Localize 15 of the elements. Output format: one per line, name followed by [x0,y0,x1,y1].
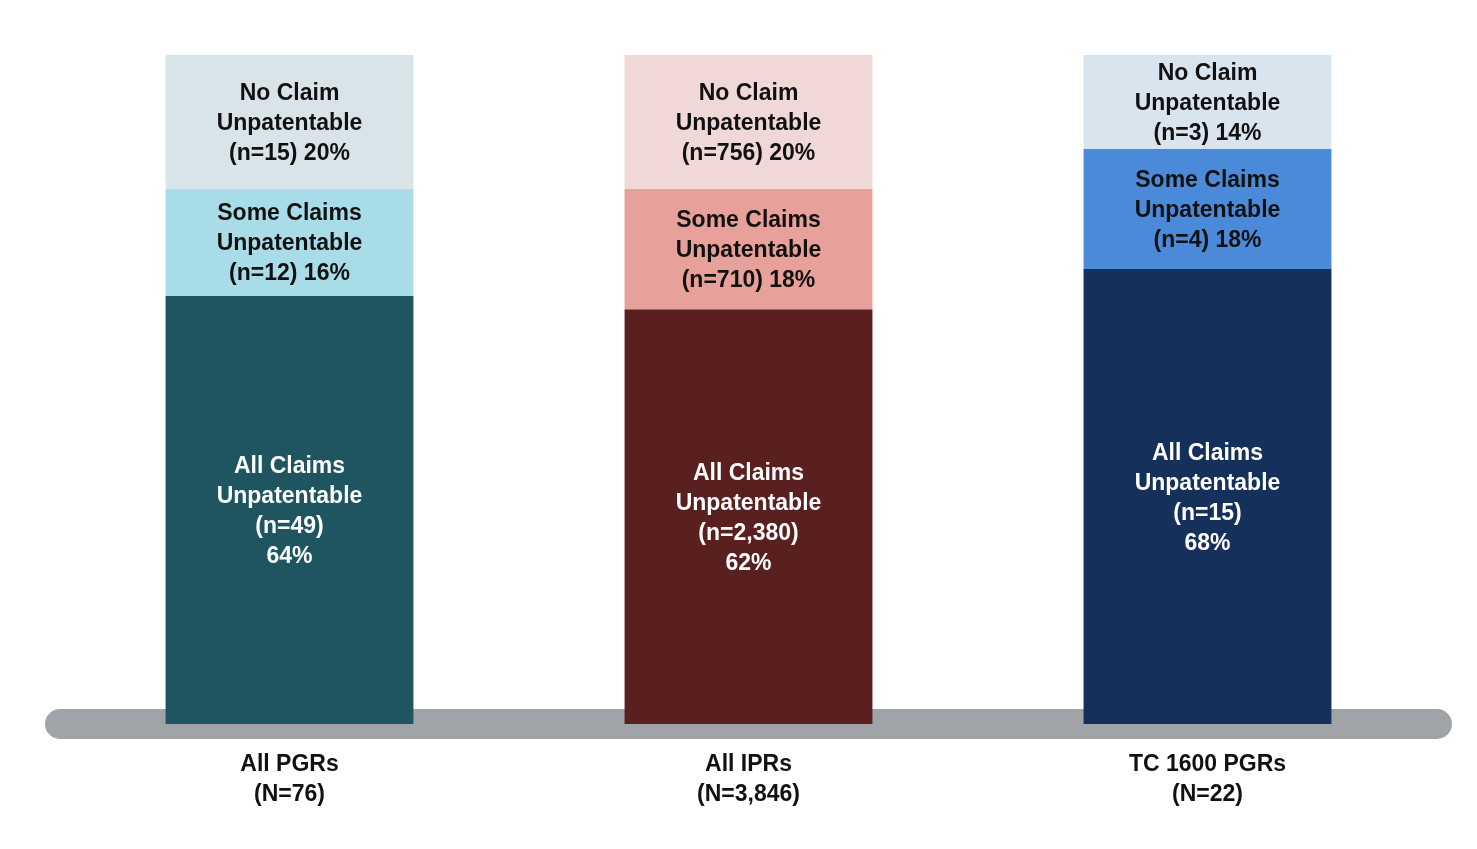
x-tick-label: All IPRs (N=3,846) [697,750,800,806]
x-tick-label: TC 1600 PGRs (N=22) [1128,750,1287,806]
bar [1083,269,1332,724]
data-label: No Claim Unpatentable (n=15) 20% [216,78,363,165]
x-tick-label: All PGRs (N=76) [240,750,339,806]
bar [624,309,873,724]
data-label: No Claim Unpatentable (n=756) 20% [675,78,822,165]
data-label: All Claims Unpatentable (n=15) 68% [1134,438,1281,555]
data-label: No Claim Unpatentable (n=3) 14% [1134,58,1281,145]
data-label: Some Claims Unpatentable (n=12) 16% [216,199,363,286]
data-label: All Claims Unpatentable (n=49) 64% [216,451,363,568]
data-label: Some Claims Unpatentable (n=4) 18% [1134,165,1281,252]
data-label: All Claims Unpatentable (n=2,380) 62% [675,458,822,575]
bar [165,295,414,724]
data-label: Some Claims Unpatentable (n=710) 18% [675,206,822,293]
